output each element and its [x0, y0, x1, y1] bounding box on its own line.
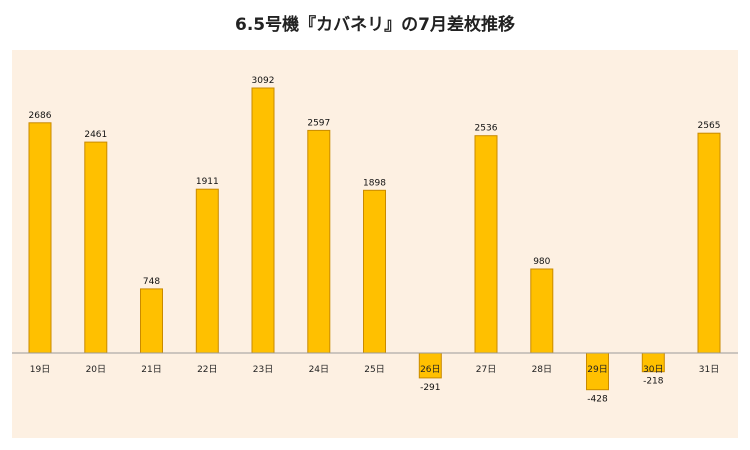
data-label: -428: [587, 395, 608, 405]
data-label: -291: [420, 383, 440, 393]
x-tick-label: 19日: [30, 364, 50, 375]
data-label: 3092: [252, 76, 275, 86]
x-tick-label: 20日: [86, 364, 106, 375]
x-tick-label: 31日: [699, 364, 719, 375]
x-tick-label: 30日: [643, 364, 663, 375]
bar-23日: [251, 87, 275, 354]
bar-24日: [307, 129, 331, 354]
data-label: 2597: [307, 118, 330, 128]
x-tick-label: 28日: [532, 364, 552, 375]
bar-20日: [84, 141, 108, 354]
x-tick-label: 29日: [587, 364, 607, 375]
x-tick-label: 23日: [253, 364, 273, 375]
bar-31日: [697, 132, 721, 354]
data-label: 1898: [363, 178, 386, 188]
data-label: 2461: [84, 130, 107, 140]
data-label: 748: [143, 277, 160, 287]
bar-19日: [28, 122, 52, 354]
chart-title: 6.5号機『カバネリ』の7月差枚推移: [235, 15, 515, 35]
data-label: 2536: [475, 124, 498, 134]
x-tick-label: 27日: [476, 364, 496, 375]
data-label: -218: [643, 377, 664, 387]
x-tick-label: 25日: [364, 364, 384, 375]
x-tick-label: 21日: [141, 364, 161, 375]
bar-27日: [474, 135, 498, 354]
data-label: 2686: [29, 111, 52, 121]
bar-22日: [195, 188, 219, 354]
bar-21日: [140, 288, 163, 354]
bar-28日: [530, 268, 554, 354]
x-tick-label: 26日: [420, 364, 440, 375]
data-label: 2565: [698, 121, 721, 131]
data-label: 1911: [196, 177, 219, 187]
x-tick-label: 24日: [309, 364, 329, 375]
x-tick-label: 22日: [197, 364, 217, 375]
data-label: 980: [533, 257, 550, 267]
bar-25日: [363, 189, 386, 354]
